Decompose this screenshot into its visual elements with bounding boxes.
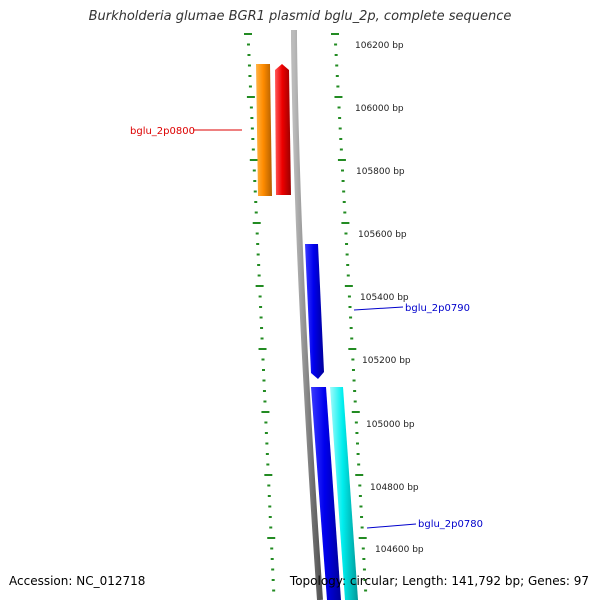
accession-text: Accession: NC_012718 (9, 574, 146, 588)
gene-red-bglu_2p0800[interactable] (275, 64, 291, 195)
gene-orange[interactable] (256, 64, 272, 196)
bp-label: 106200 bp (355, 41, 404, 51)
gene-blue-bglu_2p0790[interactable] (305, 244, 324, 379)
gene-label-bglu_2p0790[interactable]: bglu_2p0790 (353, 303, 470, 314)
backbone-arc (291, 30, 323, 600)
gene-blue-bglu_2p0780[interactable] (311, 387, 341, 600)
right-tick-column (331, 33, 368, 592)
gene-label-text[interactable]: bglu_2p0800 (130, 126, 195, 137)
map-title: Burkholderia glumae BGR1 plasmid bglu_2p… (88, 9, 512, 24)
bp-label: 105000 bp (366, 420, 415, 430)
bp-labels: 106200 bp 106000 bp 105800 bp 105600 bp … (355, 41, 424, 555)
topology-text: Topology: circular; Length: 141,792 bp; … (289, 574, 589, 588)
gene-label-bglu_2p0780[interactable]: bglu_2p0780 (366, 519, 483, 530)
bp-label: 105400 bp (360, 293, 409, 303)
bp-label: 104800 bp (370, 483, 419, 493)
gene-cyan[interactable] (330, 387, 358, 600)
bp-label: 106000 bp (355, 104, 404, 114)
gene-label-text[interactable]: bglu_2p0790 (405, 303, 470, 314)
gene-label-bglu_2p0800[interactable]: bglu_2p0800 (130, 126, 242, 137)
left-tick-column (244, 33, 276, 592)
bp-label: 105200 bp (362, 356, 411, 366)
gene-label-text[interactable]: bglu_2p0780 (418, 519, 483, 530)
bp-label: 105600 bp (358, 230, 407, 240)
bp-label: 104600 bp (375, 545, 424, 555)
bp-label: 105800 bp (356, 167, 405, 177)
